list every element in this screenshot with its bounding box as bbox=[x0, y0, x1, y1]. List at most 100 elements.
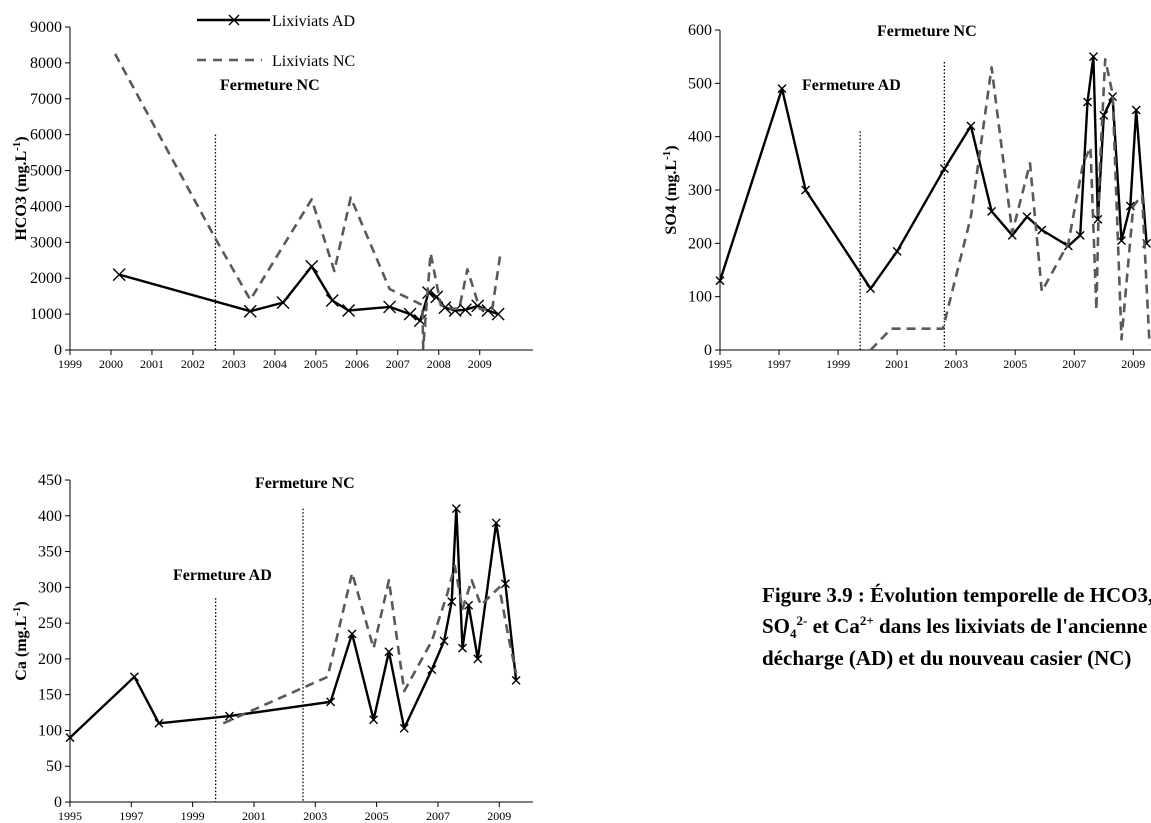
data-point-ad bbox=[892, 246, 902, 256]
x-tick-label: 2009 bbox=[1121, 357, 1145, 371]
legend: Lixiviats AD Lixiviats NC bbox=[197, 13, 355, 70]
marker-stroke bbox=[451, 504, 461, 514]
y-tick-label: 300 bbox=[688, 182, 712, 199]
data-point-ad bbox=[112, 268, 126, 282]
y-tick-label: 150 bbox=[38, 687, 62, 704]
data-point-ad bbox=[1075, 230, 1085, 240]
marker-stroke bbox=[892, 246, 902, 256]
marker-stroke bbox=[439, 636, 449, 646]
y-axis-label: HCO3 (mg.L-1) bbox=[11, 136, 30, 240]
data-point-ad bbox=[403, 307, 417, 321]
y-tick-label: 200 bbox=[688, 235, 712, 252]
marker-stroke bbox=[129, 672, 139, 682]
x-tick-label: 1999 bbox=[58, 357, 82, 371]
data-point-ad bbox=[383, 300, 397, 314]
data-point-ad bbox=[464, 600, 474, 610]
caption-line-2: SO42- et Ca2+ dans les lixiviats de l'an… bbox=[762, 608, 1151, 646]
series-line-ad bbox=[69, 507, 518, 739]
marker-stroke bbox=[243, 304, 257, 318]
data-point-ad bbox=[65, 733, 75, 743]
x-tick-label: 2009 bbox=[487, 809, 511, 823]
caption-sub-4: 4 bbox=[790, 626, 797, 642]
marker-stroke bbox=[224, 711, 234, 721]
closure-annotation: Fermeture NC bbox=[220, 77, 320, 94]
data-point-ad bbox=[448, 304, 462, 318]
data-point-ad bbox=[939, 164, 949, 174]
x-tick-label: 2001 bbox=[885, 357, 909, 371]
marker-stroke bbox=[447, 597, 457, 607]
y-label-sup: -1 bbox=[661, 151, 673, 160]
y-tick-label: 100 bbox=[688, 289, 712, 306]
data-point-ad bbox=[987, 206, 997, 216]
x-tick-label: 2008 bbox=[427, 357, 451, 371]
closure-annotation: Fermeture NC bbox=[255, 475, 355, 492]
x-tick-label: 1997 bbox=[119, 809, 143, 823]
legend-marker-ad bbox=[228, 14, 240, 26]
marker-stroke bbox=[276, 296, 290, 310]
marker-stroke bbox=[511, 675, 521, 685]
marker-stroke bbox=[326, 697, 336, 707]
x-tick-label: 2006 bbox=[345, 357, 369, 371]
series-line-nc bbox=[869, 57, 1151, 351]
chart-hco3: 0 1000 2000 3000 4000 5000 6000 7000 8000 9000 199… bbox=[11, 19, 533, 371]
y-tick-label: 50 bbox=[46, 758, 62, 775]
y-tick-label: 3000 bbox=[30, 234, 62, 251]
series-line-ad bbox=[718, 55, 1148, 290]
data-point-ad bbox=[129, 672, 139, 682]
y-axis-label: Ca (mg.L-1) bbox=[11, 601, 30, 680]
marker-stroke bbox=[939, 164, 949, 174]
marker-stroke bbox=[715, 276, 725, 286]
marker-stroke bbox=[491, 307, 505, 321]
data-point-ad bbox=[1037, 225, 1047, 235]
caption-mid: et Ca bbox=[807, 614, 860, 638]
data-point-ad bbox=[1022, 212, 1032, 222]
caption-line2-end: dans les lixiviats de l'ancienne bbox=[873, 614, 1148, 638]
y-tick-label: 9000 bbox=[30, 19, 62, 36]
x-tick-label: 1999 bbox=[181, 809, 205, 823]
data-point-ad bbox=[511, 675, 521, 685]
series-line-nc bbox=[222, 564, 518, 725]
x-tick-label: 2007 bbox=[1062, 357, 1086, 371]
chart-so4: 0 100 200 300 400 500 600 1995 1997 1999 2001 2003 2… bbox=[661, 22, 1151, 371]
y-tick-label: 450 bbox=[38, 472, 62, 489]
data-point-ad bbox=[325, 293, 339, 307]
x-tick-label: 2009 bbox=[468, 357, 492, 371]
closure-annotation: Fermeture AD bbox=[802, 77, 901, 94]
marker-stroke bbox=[383, 300, 397, 314]
data-point-ad bbox=[447, 597, 457, 607]
marker-stroke bbox=[1007, 230, 1017, 240]
marker-stroke bbox=[1075, 230, 1085, 240]
y-tick-label: 7000 bbox=[30, 91, 62, 108]
marker-stroke bbox=[384, 647, 394, 657]
marker-stroke bbox=[347, 629, 357, 639]
x-tick-label: 1999 bbox=[826, 357, 850, 371]
y-tick-label: 250 bbox=[38, 615, 62, 632]
data-point-ad bbox=[384, 647, 394, 657]
data-point-ad bbox=[347, 629, 357, 639]
data-point-ad bbox=[1088, 52, 1098, 62]
marker-stroke bbox=[473, 654, 483, 664]
marker-stroke bbox=[325, 293, 339, 307]
y-tick-label: 0 bbox=[54, 794, 62, 811]
x-tick-label: 2003 bbox=[303, 809, 327, 823]
marker-stroke bbox=[1093, 214, 1103, 224]
caption-so4: SO bbox=[762, 614, 791, 638]
data-point-ad bbox=[427, 665, 437, 675]
data-point-ad bbox=[491, 518, 501, 528]
x-tick-label: 2001 bbox=[242, 809, 266, 823]
data-point-ad bbox=[1007, 230, 1017, 240]
x-tick-label: 2007 bbox=[386, 357, 410, 371]
y-tick-label: 300 bbox=[38, 579, 62, 596]
y-tick-label: 8000 bbox=[30, 55, 62, 72]
closure-annotation: Fermeture NC bbox=[877, 23, 977, 40]
marker-stroke bbox=[1063, 241, 1073, 251]
y-label-end: ) bbox=[13, 601, 30, 606]
data-point-ad bbox=[457, 643, 467, 653]
data-point-ad bbox=[369, 715, 379, 725]
x-tick-label: 2005 bbox=[365, 809, 389, 823]
data-point-ad bbox=[224, 711, 234, 721]
data-point-ad bbox=[305, 259, 319, 273]
y-tick-label: 4000 bbox=[30, 198, 62, 215]
caption-sup-ca-charge: 2+ bbox=[859, 613, 874, 628]
data-point-ad bbox=[777, 84, 787, 94]
